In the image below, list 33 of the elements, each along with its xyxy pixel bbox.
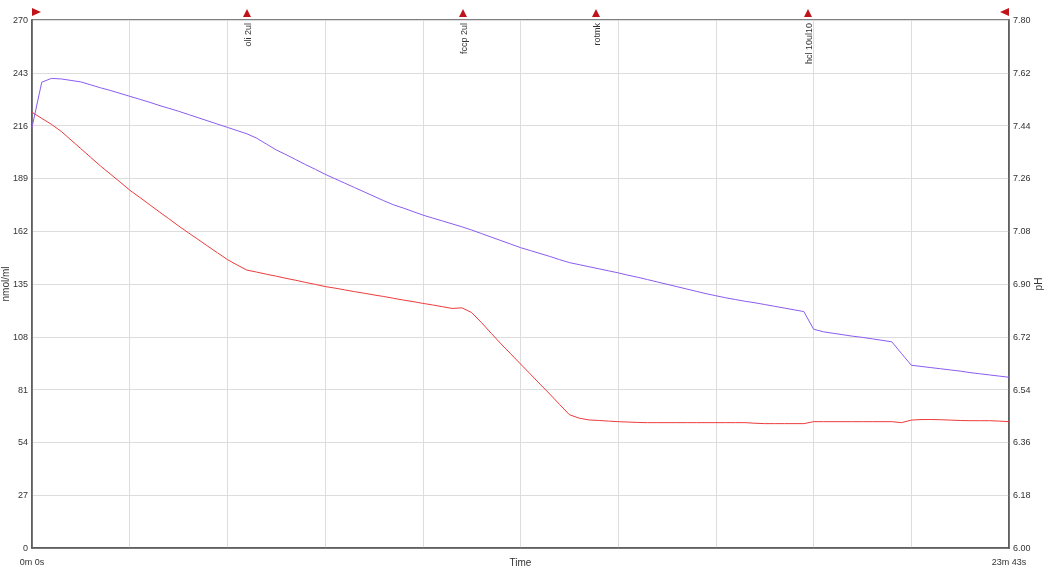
y2-tick-label: 7.26 <box>1013 173 1031 184</box>
y-tick-label: 162 <box>12 226 28 237</box>
y2-tick-label: 6.72 <box>1013 331 1031 342</box>
x-axis-title: Time <box>509 556 532 568</box>
y-tick-label: 0 <box>22 543 28 553</box>
y2-tick-label: 6.90 <box>1013 279 1031 289</box>
y-tick-label: 27 <box>17 490 28 501</box>
y-axis-title: nmol/ml <box>0 266 11 302</box>
y2-tick-label: 7.62 <box>1013 67 1031 78</box>
y2-tick-label: 6.54 <box>1013 384 1031 395</box>
y-tick-label: 81 <box>17 384 28 395</box>
y-tick-label: 270 <box>12 15 28 25</box>
annotation: fccp 2ul <box>458 23 469 55</box>
x-tick-label: 0m 0s <box>19 556 45 567</box>
y-tick-label: 189 <box>12 173 28 184</box>
y2-tick-label: 6.00 <box>1013 543 1031 553</box>
y-tick-label: 54 <box>17 437 28 448</box>
y-tick-label: 108 <box>12 331 28 342</box>
y2-tick-label: 7.44 <box>1013 120 1031 131</box>
line-series <box>31 77 1010 378</box>
y2-tick-label: 6.36 <box>1013 437 1031 448</box>
annotation: rotmk <box>591 22 602 46</box>
annotation: hcl 10ul10 <box>803 23 814 65</box>
y2-axis-title: pH <box>1032 277 1044 291</box>
y2-tick-label: 7.80 <box>1013 15 1031 25</box>
y2-tick-label: 7.08 <box>1013 226 1031 237</box>
x-tick-label: 23m 43s <box>991 556 1027 567</box>
y2-tick-label: 6.18 <box>1013 490 1031 501</box>
annotation: oli 2ul <box>242 23 253 47</box>
y-tick-label: 243 <box>12 67 28 78</box>
line-series <box>31 111 1010 425</box>
y-tick-label: 135 <box>12 279 28 289</box>
y-tick-label: 216 <box>12 120 28 131</box>
